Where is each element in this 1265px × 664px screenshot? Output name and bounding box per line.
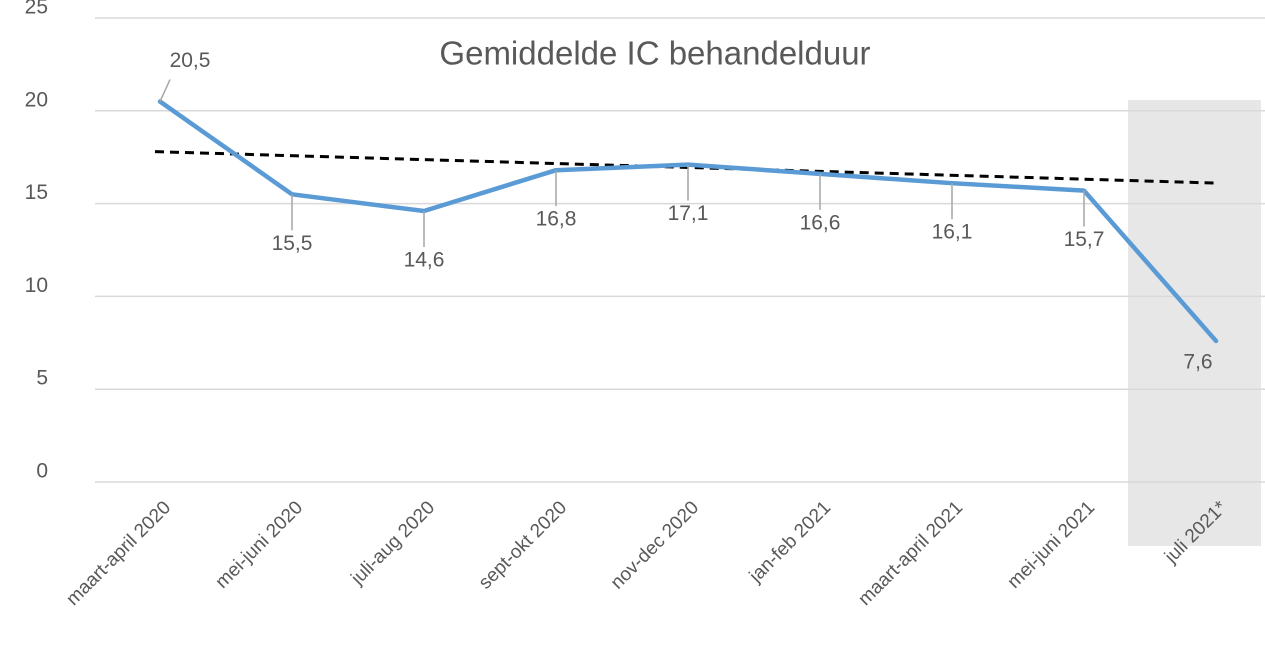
data-label: 15,7: [1064, 228, 1105, 251]
data-label: 17,1: [668, 202, 709, 225]
data-label: 16,6: [800, 211, 841, 234]
leader-line: [159, 79, 171, 102]
y-tick-label: 0: [36, 460, 48, 483]
data-label: 7,6: [1183, 350, 1212, 373]
x-tick-label: nov-dec 2020: [607, 497, 703, 593]
x-tick-label: jan-feb 2021: [745, 497, 835, 587]
x-tick-label: maart-april 2020: [62, 497, 175, 610]
x-tick-label: juli-aug 2020: [347, 497, 439, 589]
y-tick-label: 25: [25, 0, 48, 19]
data-label: 20,5: [170, 49, 211, 72]
x-tick-label: mei-juni 2021: [1004, 497, 1100, 593]
x-tick-label: sept-okt 2020: [475, 497, 571, 593]
y-tick-label: 5: [36, 367, 48, 390]
x-tick-label: mei-juni 2020: [212, 497, 308, 593]
chart-title: Gemiddelde IC behandelduur: [439, 35, 870, 72]
y-tick-label: 20: [25, 88, 48, 111]
y-tick-label: 15: [25, 181, 48, 204]
y-tick-label: 10: [25, 274, 48, 297]
data-label: 15,5: [272, 232, 313, 255]
data-label: 14,6: [404, 249, 445, 272]
data-label: 16,8: [536, 208, 577, 231]
data-label: 16,1: [932, 221, 973, 244]
highlight-band: [1128, 100, 1261, 546]
trend-line: [154, 150, 1220, 185]
x-tick-label: maart-april 2021: [854, 497, 967, 610]
